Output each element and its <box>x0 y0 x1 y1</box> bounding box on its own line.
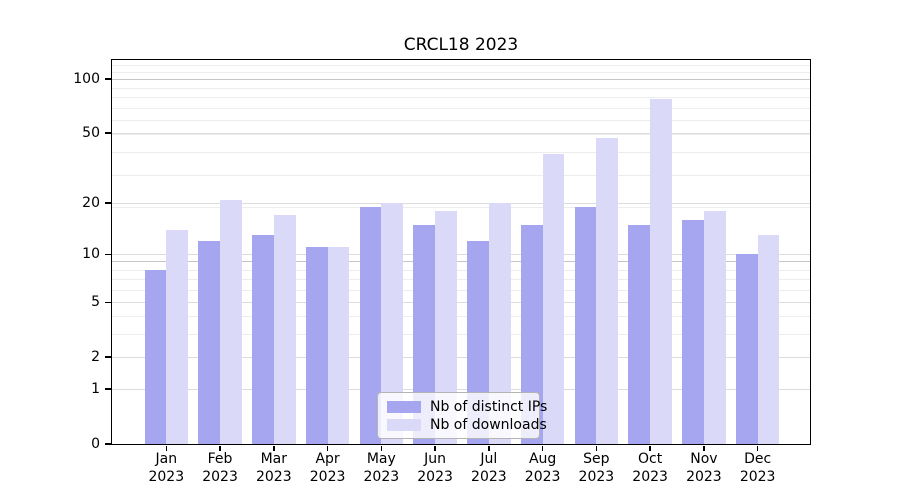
bar-distinct-ips-sep <box>574 207 597 444</box>
y-tick-label: 100 <box>73 71 100 88</box>
x-tick-mark <box>595 445 598 451</box>
gridline-minor <box>112 64 810 66</box>
bar-downloads-sep <box>596 137 619 444</box>
bar-downloads-mar <box>273 215 296 444</box>
x-tick-mark <box>326 445 329 451</box>
bar-downloads-dec <box>757 235 780 444</box>
chart-title: CRCL18 2023 <box>403 35 519 55</box>
legend-label-downloads: Nb of downloads <box>430 416 547 433</box>
bar-distinct-ips-dec <box>735 254 758 444</box>
bar-downloads-jun <box>435 211 457 444</box>
bar-downloads-aug <box>542 154 565 444</box>
x-tick-mark <box>756 445 759 451</box>
bar-distinct-ips-nov <box>682 219 704 444</box>
legend-swatch-downloads <box>387 418 421 431</box>
y-tick-mark <box>104 132 111 134</box>
gridline-tick <box>112 301 810 303</box>
y-tick-mark <box>104 388 111 390</box>
x-tick-mark <box>273 445 275 451</box>
bar-downloads-feb <box>220 199 242 444</box>
bar-downloads-jul <box>488 203 511 444</box>
x-tick-mark <box>488 445 490 451</box>
x-tick-mark <box>434 445 436 451</box>
bar-distinct-ips-aug <box>520 224 543 444</box>
x-tick-mark <box>165 445 168 451</box>
x-tick-mark <box>703 445 705 451</box>
x-tick-label: May 2023 <box>363 451 400 485</box>
bar-distinct-ips-jun <box>413 224 436 444</box>
bar-distinct-ips-apr <box>305 247 328 444</box>
y-tick-label: 0 <box>91 436 100 452</box>
x-tick-label: Mar 2023 <box>255 451 292 485</box>
gridline-minor <box>112 96 810 98</box>
x-tick-mark <box>541 445 544 451</box>
gridline-tick <box>112 388 810 390</box>
x-tick-mark <box>649 445 651 451</box>
bar-downloads-oct <box>650 99 672 444</box>
gridline-minor <box>112 174 810 176</box>
y-tick-mark <box>104 78 111 80</box>
bar-distinct-ips-oct <box>628 224 651 444</box>
x-tick-label: Jul 2023 <box>471 451 507 485</box>
gridline-minor <box>112 289 810 291</box>
x-tick-label: Dec 2023 <box>739 451 776 485</box>
x-tick-label: Jan 2023 <box>148 451 185 485</box>
gridline-major <box>112 261 810 263</box>
gridline-minor <box>112 107 810 109</box>
bar-downloads-nov <box>703 211 726 444</box>
y-tick-mark <box>104 301 111 304</box>
x-tick-label: Feb 2023 <box>202 451 238 485</box>
gridline-minor <box>112 333 810 335</box>
bar-downloads-may <box>381 203 404 444</box>
bar-downloads-apr <box>327 247 350 444</box>
x-tick-label: Apr 2023 <box>309 451 346 485</box>
y-tick-label: 20 <box>82 195 100 212</box>
legend-label-distinct-ips: Nb of distinct IPs <box>430 398 548 415</box>
legend-item-distinct-ips: Nb of distinct IPs <box>387 398 547 415</box>
y-tick-label: 10 <box>82 246 100 263</box>
gridline-minor <box>112 71 810 73</box>
y-tick-label: 5 <box>91 294 100 311</box>
gridline-tick <box>112 356 810 358</box>
gridline-minor <box>112 87 810 89</box>
gridline-tick <box>112 78 810 80</box>
gridline-minor <box>112 134 810 136</box>
y-tick-label: 50 <box>82 125 100 142</box>
bar-distinct-ips-may <box>359 207 382 444</box>
gridline-minor <box>112 151 810 153</box>
gridline-minor <box>112 206 810 208</box>
bar-distinct-ips-jan <box>144 270 167 444</box>
legend-item-downloads: Nb of downloads <box>387 416 547 433</box>
bar-distinct-ips-mar <box>252 235 274 444</box>
gridline-minor <box>112 119 810 121</box>
y-tick-label: 2 <box>91 349 100 366</box>
x-tick-label: Aug 2023 <box>524 451 561 485</box>
y-tick-mark <box>104 253 111 256</box>
y-tick-mark <box>104 356 111 358</box>
x-tick-label: Jun 2023 <box>417 451 453 485</box>
x-tick-mark <box>380 445 383 451</box>
gridline-major <box>112 79 810 81</box>
bar-distinct-ips-feb <box>198 241 221 444</box>
gridline-minor <box>112 269 810 271</box>
x-tick-label: Oct 2023 <box>632 451 668 485</box>
legend-swatch-distinct-ips <box>387 400 421 413</box>
y-tick-label: 1 <box>91 381 100 398</box>
x-tick-label: Sep 2023 <box>578 451 615 485</box>
x-tick-label: Nov 2023 <box>686 451 722 485</box>
bar-downloads-jan <box>166 229 189 444</box>
legend: Nb of distinct IPs Nb of downloads <box>377 392 547 439</box>
y-tick-mark <box>104 202 111 204</box>
gridline-tick <box>112 132 810 134</box>
gridline-minor <box>112 316 810 318</box>
gridline-tick <box>112 253 810 255</box>
gridline-tick <box>112 202 810 204</box>
y-tick-mark <box>104 443 111 445</box>
gridline-minor <box>112 279 810 281</box>
x-tick-mark <box>219 445 221 451</box>
